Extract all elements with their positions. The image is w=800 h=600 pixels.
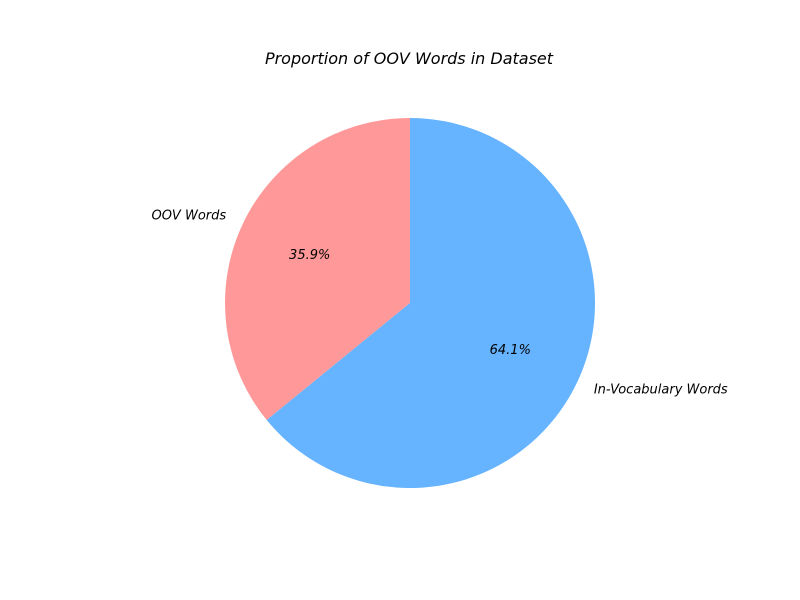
chart-title: Proportion of OOV Words in Dataset [265, 49, 554, 68]
pie-slice-2 [266, 118, 595, 488]
slice-label-1: OOV Words [151, 208, 226, 223]
pie-labels: OOV Words 35.9% In-Vocabulary Words 64.1% [151, 208, 727, 397]
pie-slice-1 [225, 118, 410, 421]
slice-label-2: In-Vocabulary Words [594, 383, 728, 398]
slice-percent-1: 35.9% [289, 248, 330, 263]
pie-slices [225, 118, 595, 488]
slice-percent-2: 64.1% [490, 343, 531, 358]
